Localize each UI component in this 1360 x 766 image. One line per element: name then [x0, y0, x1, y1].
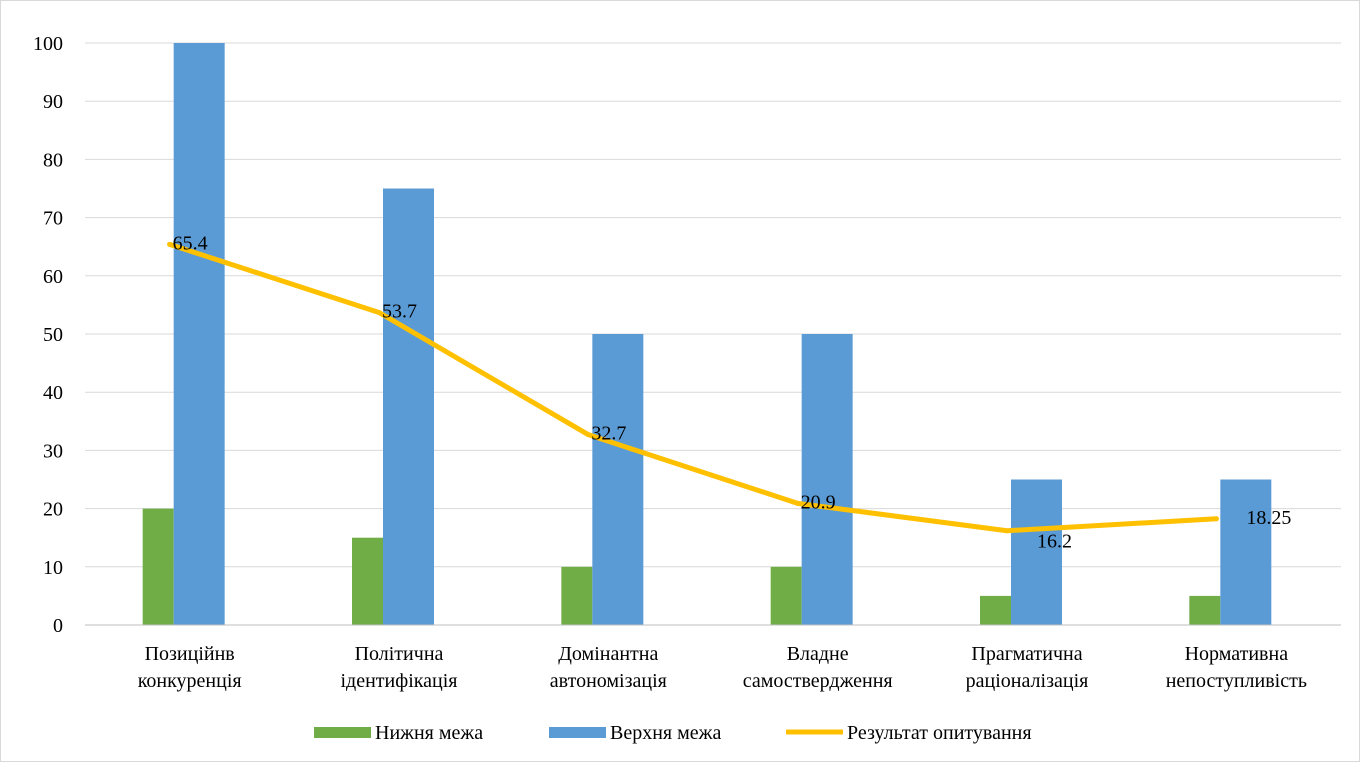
- x-category-label: Позиційнв: [145, 643, 235, 665]
- bar-nizhnia-mezha: [352, 537, 383, 625]
- x-category-label: Нормативна: [1185, 643, 1289, 665]
- line-point: [585, 432, 591, 438]
- bar-verkhnia-mezha: [173, 43, 225, 625]
- x-axis-category-labels: Позиційнв конкуренція Політична ідентифікац…: [138, 643, 1307, 692]
- line-point: [1004, 528, 1010, 534]
- x-category-label: ідентифікація: [340, 670, 457, 692]
- legend-swatch-nizhnia-mezha: [314, 727, 371, 738]
- x-category-label: Владне: [787, 643, 849, 665]
- data-label: 32.7: [591, 423, 626, 445]
- y-tick-label: 20: [43, 499, 63, 521]
- bars: [142, 43, 1272, 625]
- legend-swatch-verkhnia-mezha: [549, 727, 606, 738]
- data-labels: 65.4 53.7 32.7 20.9 16.2 18.25: [173, 232, 1292, 552]
- bar-nizhnia-mezha: [561, 566, 593, 625]
- legend-label-rezultat-opytuvannia: Результат опитування: [847, 722, 1032, 744]
- bar-verkhnia-mezha: [801, 334, 853, 625]
- y-tick-label: 60: [43, 266, 63, 288]
- y-axis-tick-labels: 0 10 20 30 40 50 60 70 80 90 100: [33, 33, 63, 637]
- y-tick-label: 70: [43, 208, 63, 230]
- bar-nizhnia-mezha: [980, 595, 1011, 625]
- bar-nizhnia-mezha: [142, 508, 174, 625]
- line-point: [795, 500, 801, 506]
- bar-verkhnia-mezha: [1011, 479, 1062, 625]
- x-category-label: конкуренція: [138, 670, 242, 692]
- x-category-label: автономізація: [550, 670, 667, 692]
- data-label: 16.2: [1037, 531, 1072, 553]
- x-category-label: Прагматична: [971, 643, 1082, 665]
- bar-nizhnia-mezha: [770, 566, 802, 625]
- line-rezultat-opytuvannia: [167, 241, 1219, 534]
- y-tick-label: 50: [43, 324, 63, 346]
- line-point: [376, 309, 382, 315]
- legend-label-verkhnia-mezha: Верхня межа: [610, 722, 721, 744]
- y-tick-label: 40: [43, 382, 63, 404]
- bar-nizhnia-mezha: [1189, 595, 1221, 625]
- x-category-label: самоствердження: [743, 670, 893, 692]
- x-category-label: непоступливість: [1166, 670, 1307, 692]
- x-category-label: Домінантна: [558, 643, 658, 665]
- bar-verkhnia-mezha: [383, 188, 434, 625]
- data-label: 18.25: [1246, 507, 1291, 529]
- bar-verkhnia-mezha: [1220, 479, 1272, 625]
- y-tick-label: 30: [43, 440, 63, 462]
- y-tick-label: 80: [43, 149, 63, 171]
- x-category-label: Політична: [355, 643, 444, 665]
- y-tick-label: 90: [43, 91, 63, 113]
- y-tick-label: 10: [43, 557, 63, 579]
- bar-verkhnia-mezha: [592, 334, 644, 625]
- data-label: 20.9: [801, 491, 836, 513]
- data-label: 53.7: [382, 300, 417, 322]
- y-tick-label: 100: [33, 33, 63, 55]
- data-label: 65.4: [173, 232, 208, 254]
- legend-label-nizhnia-mezha: Нижня межа: [375, 722, 483, 744]
- line-point: [167, 241, 173, 247]
- legend: Нижня межа Верхня межа Результат опитуванн…: [314, 722, 1032, 744]
- line-point: [1213, 516, 1219, 522]
- gridlines: [85, 42, 1341, 568]
- y-tick-label: 0: [53, 615, 63, 637]
- line-series: [167, 241, 1219, 534]
- x-category-label: раціоналізація: [966, 670, 1089, 692]
